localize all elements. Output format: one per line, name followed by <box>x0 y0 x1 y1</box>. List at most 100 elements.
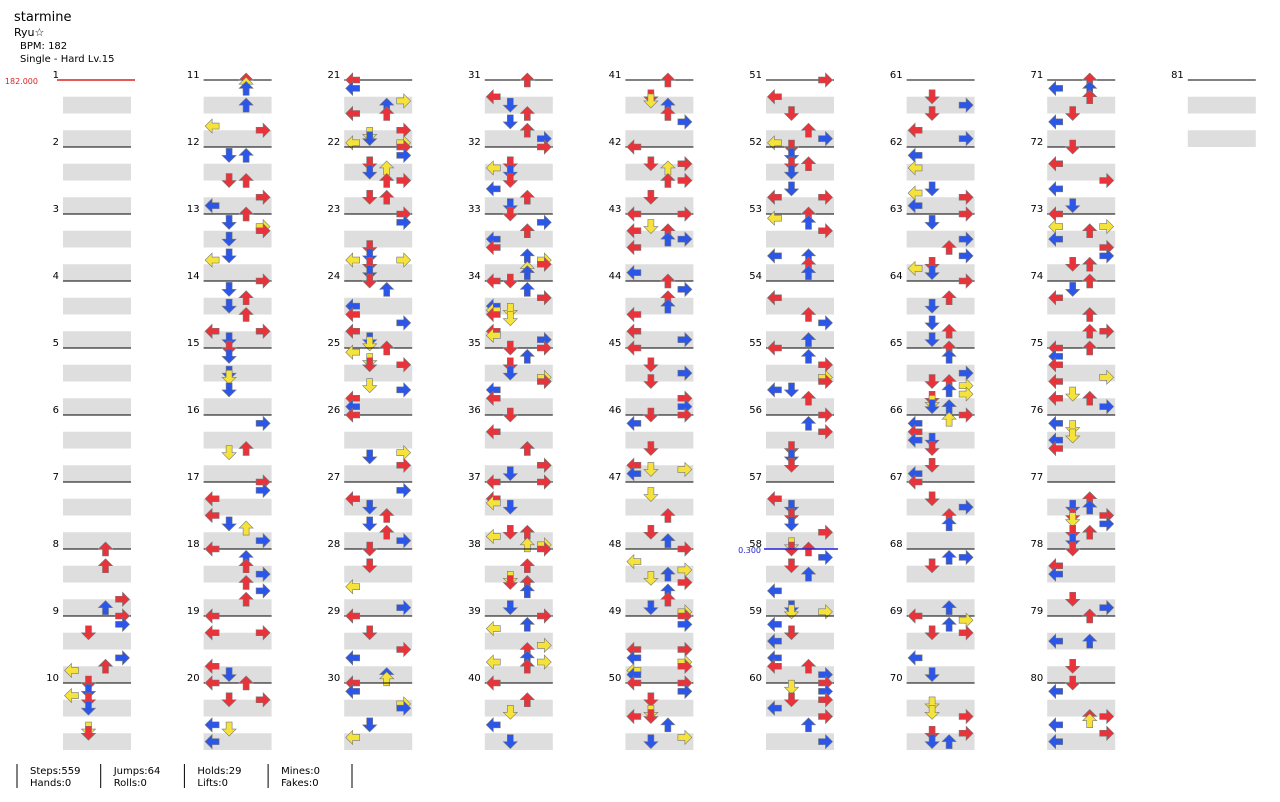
beat-band <box>484 364 553 382</box>
note-arrow <box>485 181 501 197</box>
beat-band <box>63 498 131 516</box>
note-arrow <box>643 441 659 456</box>
note-arrow <box>907 147 923 164</box>
note-arrow <box>677 729 693 746</box>
beat-band <box>906 163 975 181</box>
beat-band <box>63 699 131 717</box>
note-arrow <box>97 600 114 615</box>
stat: Rolls:0 <box>114 778 147 789</box>
beat-band <box>625 230 694 248</box>
note-arrow <box>485 89 501 105</box>
note-arrow <box>361 541 378 557</box>
note-arrow <box>958 407 974 423</box>
beat-band <box>484 398 553 415</box>
note-arrow <box>502 499 519 515</box>
note-arrow <box>238 675 254 691</box>
note-arrow <box>924 705 940 720</box>
beat-band <box>344 465 413 482</box>
note-arrow <box>924 399 940 415</box>
beat-band <box>906 632 975 650</box>
beat-band <box>766 632 834 650</box>
note-arrow <box>907 260 923 277</box>
note-arrow <box>783 679 800 695</box>
note-arrow <box>924 315 940 331</box>
beat-band <box>625 130 694 147</box>
note-arrow <box>800 332 817 347</box>
note-arrow <box>800 156 817 172</box>
note-arrow <box>361 499 378 515</box>
note-arrow <box>255 532 271 549</box>
note-arrow <box>485 239 501 256</box>
note-arrow <box>800 390 817 406</box>
measure-number: 69 <box>890 606 903 617</box>
note-arrow <box>485 390 501 406</box>
note-arrow <box>519 558 536 574</box>
measure-number: 6 <box>53 405 59 416</box>
beat-band <box>766 197 834 214</box>
measure-number: 19 <box>187 606 200 617</box>
note-arrow <box>783 382 800 398</box>
measure-number: 74 <box>1030 271 1043 282</box>
beat-band <box>625 163 694 181</box>
beat-band <box>344 364 413 382</box>
note-arrow <box>1081 390 1098 406</box>
beat-band <box>203 130 272 147</box>
beat-band <box>203 264 272 281</box>
beat-band <box>203 398 272 415</box>
beat-band <box>766 465 834 482</box>
beat-band <box>344 398 413 415</box>
note-arrow <box>677 461 693 478</box>
measure-number: 38 <box>468 539 481 550</box>
note-arrow <box>958 189 974 205</box>
note-arrow <box>396 382 412 398</box>
measure-number: 27 <box>327 472 340 483</box>
note-arrow <box>345 344 361 360</box>
beat-band <box>1047 699 1116 717</box>
note-arrow <box>361 164 378 180</box>
note-arrow <box>677 365 693 381</box>
beat-band <box>203 565 272 583</box>
note-arrow <box>660 72 676 88</box>
note-arrow <box>536 541 552 557</box>
note-arrow <box>536 290 552 306</box>
beat-band <box>1047 96 1116 114</box>
note-arrow <box>1099 172 1115 189</box>
measure-number: 37 <box>468 472 481 483</box>
note-arrow <box>238 520 254 536</box>
note-arrow <box>221 173 237 188</box>
note-arrow <box>1064 198 1081 214</box>
measure-number: 16 <box>187 405 200 416</box>
note-arrow <box>626 708 642 725</box>
note-arrow <box>767 658 782 674</box>
beat-band <box>906 465 975 482</box>
note-arrow <box>204 323 220 339</box>
note-arrow <box>1048 231 1063 247</box>
note-arrow <box>396 172 412 189</box>
note-arrow <box>677 206 693 222</box>
note-arrow <box>396 147 412 164</box>
beat-band <box>1047 532 1116 549</box>
note-arrow <box>1081 499 1098 515</box>
note-arrow <box>1099 323 1115 339</box>
note-arrow <box>361 189 378 205</box>
note-arrow <box>660 273 676 289</box>
beat-band <box>484 565 553 583</box>
note-arrow <box>818 604 833 620</box>
measure-number: 65 <box>890 338 903 349</box>
measure-number: 56 <box>749 405 762 416</box>
note-arrow <box>626 340 642 356</box>
beat-band <box>484 297 553 315</box>
measure-number: 7 <box>53 472 59 483</box>
measure-number: 32 <box>468 137 481 148</box>
beat-band <box>203 632 272 650</box>
note-arrow <box>536 256 552 272</box>
note-arrow <box>958 97 974 113</box>
note-arrow <box>361 516 378 532</box>
note-arrow <box>677 407 693 423</box>
beat-band <box>484 733 553 750</box>
measure-number: 17 <box>187 472 200 483</box>
note-arrow <box>255 223 271 239</box>
measure-number: 30 <box>327 673 340 684</box>
note-arrow <box>677 331 693 348</box>
